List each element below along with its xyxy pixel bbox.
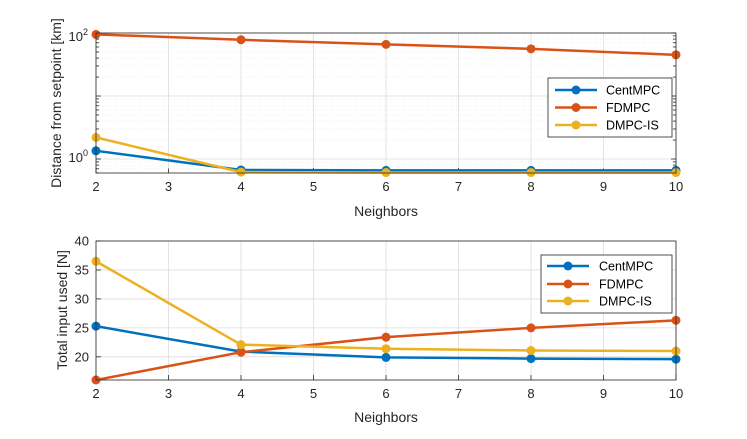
top-legend: CentMPC FDMPC DMPC-IS — [547, 77, 673, 138]
bottom-x-tick-label: 6 — [382, 386, 389, 401]
bottom-series-lines — [91, 256, 681, 385]
bottom-point-centmpc — [381, 352, 391, 362]
top-legend-marker-centmpc — [571, 85, 581, 95]
bottom-y-tick-label: 35 — [75, 262, 89, 277]
bottom-point-fdmpc — [381, 332, 391, 342]
top-point-dmpc-is — [526, 168, 536, 178]
bottom-x-tick-label: 7 — [455, 386, 462, 401]
top-x-tick-label: 8 — [527, 179, 534, 194]
top-point-fdmpc — [526, 44, 536, 54]
bottom-point-dmpc-is — [381, 344, 391, 354]
bottom-y-tick-labels: 20 25 30 35 40 — [75, 234, 89, 365]
top-y-tick-label-1: 100 — [69, 148, 88, 165]
bottom-x-tick-label: 5 — [310, 386, 317, 401]
bottom-x-tick-label: 9 — [600, 386, 607, 401]
bottom-x-tick-label: 4 — [237, 386, 244, 401]
top-x-tick-label: 4 — [237, 179, 244, 194]
top-y-tick-exp-100: 2 — [83, 27, 88, 37]
top-legend-marker-dmpc-is — [571, 120, 581, 130]
bottom-legend-marker-centmpc — [563, 261, 573, 271]
top-x-tick-label: 7 — [455, 179, 462, 194]
top-x-tick-label: 2 — [92, 179, 99, 194]
top-point-dmpc-is — [236, 167, 246, 177]
bottom-y-tick-label: 30 — [75, 291, 89, 306]
bottom-legend-marker-dmpc-is — [563, 296, 573, 306]
bottom-point-fdmpc — [236, 347, 246, 357]
bottom-legend-label-fdmpc: FDMPC — [599, 278, 643, 292]
bottom-x-axis-label: Neighbors — [354, 409, 418, 425]
top-x-tick-label: 6 — [382, 179, 389, 194]
top-legend-label-fdmpc: FDMPC — [606, 101, 650, 115]
top-axes: 2 3 4 5 6 7 8 9 10 100 102 Neighbors Distance fr… — [48, 18, 683, 219]
top-point-dmpc-is — [381, 168, 391, 178]
top-legend-marker-fdmpc — [571, 103, 581, 112]
bottom-legend-marker-fdmpc — [563, 279, 573, 289]
bottom-legend-item-fdmpc: FDMPC — [547, 278, 643, 292]
top-legend-label-dmpc-is: DMPC-IS — [606, 119, 659, 133]
bottom-legend-label-dmpc-is: DMPC-IS — [599, 295, 652, 309]
bottom-x-tick-label: 8 — [527, 386, 534, 401]
top-series-lines — [91, 29, 681, 178]
top-x-tick-label: 5 — [310, 179, 317, 194]
top-legend-label-centmpc: CentMPC — [606, 84, 660, 98]
top-x-axis-label: Neighbors — [354, 203, 418, 219]
bottom-point-fdmpc — [526, 323, 536, 333]
bottom-y-tick-label: 20 — [75, 349, 89, 364]
top-x-tick-label: 9 — [600, 179, 607, 194]
top-y-axis-label: Distance from setpoint [km] — [48, 18, 64, 188]
top-x-tick-labels: 2 3 4 5 6 7 8 9 10 — [92, 179, 683, 194]
top-y-tick-exp-1: 0 — [83, 148, 88, 158]
bottom-x-tick-label: 3 — [165, 386, 172, 401]
bottom-point-dmpc-is — [526, 345, 536, 355]
bottom-legend: CentMPC FDMPC DMPC-IS — [540, 254, 673, 314]
bottom-x-tick-label: 2 — [92, 386, 99, 401]
top-y-tick-label-100: 102 — [69, 27, 88, 44]
bottom-legend-item-centmpc: CentMPC — [547, 260, 653, 274]
bottom-x-tick-label: 10 — [669, 386, 683, 401]
bottom-y-tick-label: 40 — [75, 234, 89, 249]
top-x-tick-label: 10 — [669, 179, 683, 194]
bottom-legend-label-centmpc: CentMPC — [599, 260, 653, 274]
bottom-axes-box — [95, 240, 677, 381]
top-axes-box — [95, 32, 677, 174]
top-legend-item-dmpc-is: DMPC-IS — [555, 119, 659, 133]
top-legend-item-fdmpc: FDMPC — [555, 101, 650, 115]
top-x-tick-label: 3 — [165, 179, 172, 194]
bottom-point-centmpc — [526, 354, 536, 364]
top-legend-item-centmpc: CentMPC — [555, 84, 660, 98]
bottom-axes: 2 3 4 5 6 7 8 9 10 20 25 30 35 40 Neighbors Total in… — [54, 234, 683, 426]
bottom-y-axis-label: Total input used [N] — [54, 250, 70, 370]
bottom-y-tick-label: 25 — [75, 320, 89, 335]
bottom-point-dmpc-is — [236, 340, 246, 350]
top-point-fdmpc — [381, 39, 391, 49]
top-y-tick-base-100: 10 — [69, 29, 83, 44]
top-point-fdmpc — [236, 35, 246, 45]
bottom-x-tick-labels: 2 3 4 5 6 7 8 9 10 — [92, 386, 683, 401]
top-y-tick-base-1: 10 — [69, 150, 83, 165]
bottom-legend-item-dmpc-is: DMPC-IS — [547, 295, 652, 309]
